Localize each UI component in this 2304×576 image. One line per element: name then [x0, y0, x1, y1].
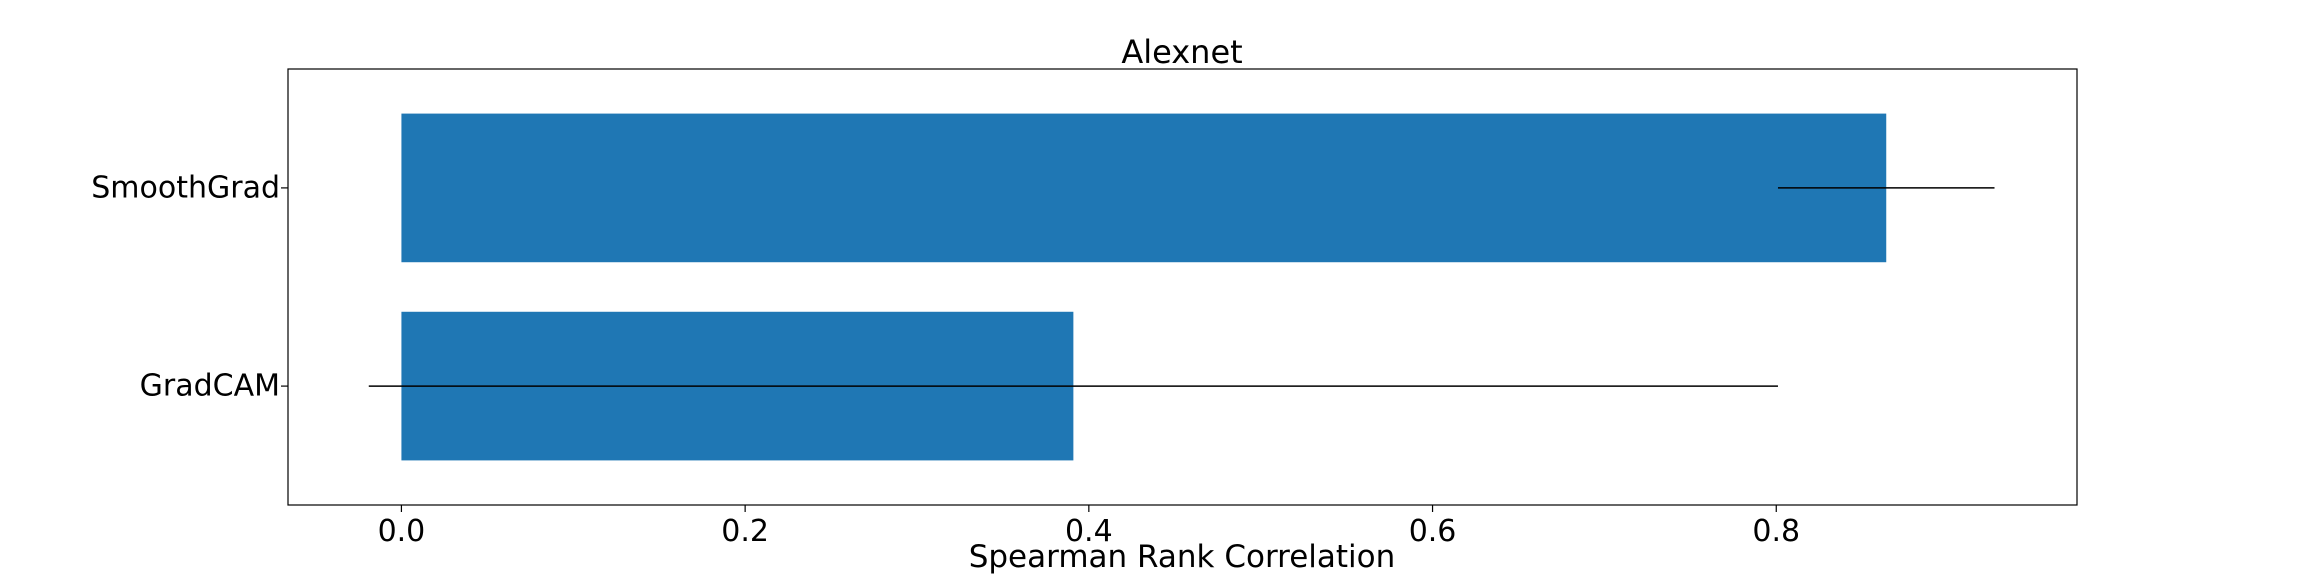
x-tick-label: 0.6 [1409, 514, 1457, 549]
y-tick-label-smoothgrad: SmoothGrad [91, 170, 280, 205]
chart-title: Alexnet [1121, 33, 1242, 71]
x-tick-label: 0.2 [721, 514, 769, 549]
x-axis-label: Spearman Rank Correlation [969, 539, 1396, 575]
x-tick-label: 0.0 [378, 514, 426, 549]
y-axis: SmoothGrad GradCAM [91, 170, 288, 404]
bars-layer [401, 113, 1887, 461]
error-bars-layer [368, 187, 1995, 387]
x-tick-label: 0.8 [1752, 514, 1800, 549]
y-tick-label-gradcam: GradCAM [140, 369, 280, 404]
x-tick-label: 0.4 [1065, 514, 1113, 549]
x-axis: 0.0 0.2 0.4 0.6 0.8 [378, 505, 1800, 549]
plot-frame [287, 68, 2078, 506]
bar-smoothgrad [401, 113, 1887, 263]
